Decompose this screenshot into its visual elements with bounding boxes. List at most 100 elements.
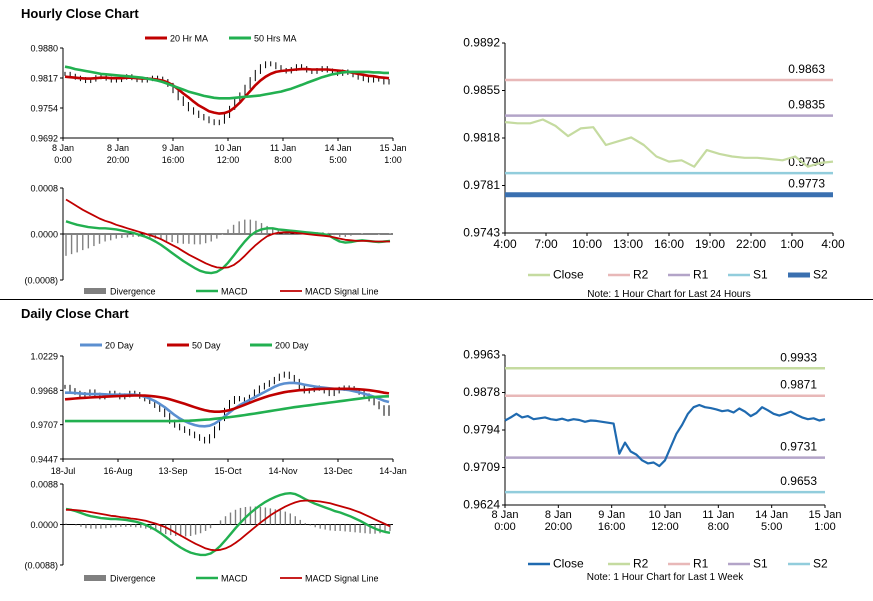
daily-levels-xtick-label: 20:00 (545, 521, 573, 533)
daily-price-legend-2-label: 200 Day (275, 341, 309, 351)
daily-levels-s1-label: 0.9731 (780, 440, 817, 454)
daily-levels-legend-r1-label: R1 (693, 557, 709, 571)
daily-levels-ytick-label: 0.9878 (463, 385, 500, 399)
section-divider (0, 299, 873, 300)
hourly-levels-legend-s1-label: S1 (753, 268, 768, 282)
hourly-price-20-hr-ma-line (64, 67, 390, 115)
hourly-price-xtick-label: 8 Jan (52, 143, 74, 153)
hourly-levels-xtick-label: 13:00 (613, 237, 643, 251)
hourly-macd-legend-divergence-swatch (84, 288, 106, 294)
daily-levels-ytick-label: 0.9624 (463, 498, 500, 512)
hourly-macd-ytick-label: 0.0000 (30, 230, 58, 240)
hourly-macd-ytick-label: 0.0008 (30, 184, 58, 194)
hourly-levels-close-line (504, 118, 834, 168)
hourly-levels-r1-label: 0.9835 (788, 98, 825, 112)
daily-price-200-day-line (65, 395, 390, 423)
hourly-macd-legend-divergence-label: Divergence (110, 287, 156, 297)
hourly-price-ytick-label: 0.9754 (30, 104, 58, 114)
hourly-levels-xtick-label: 7:00 (534, 237, 558, 251)
daily-price-xtick-label: 14-Nov (268, 466, 298, 476)
hourly-levels-s2-label: 0.9773 (788, 177, 825, 191)
daily-price-xtick-label: 13-Sep (158, 466, 187, 476)
daily-price-ytick-label: 0.9968 (30, 386, 58, 396)
hourly-levels-xtick-label: 16:00 (654, 237, 684, 251)
daily-macd-signal-line (66, 499, 391, 552)
daily-price-xtick-label: 18-Jul (51, 466, 76, 476)
daily-levels-legend-r2-label: R2 (633, 557, 649, 571)
daily-levels-xtick-label: 9 Jan (598, 509, 625, 521)
daily-section-title: Daily Close Chart (21, 306, 129, 321)
hourly-price-xtick-label: 5:00 (329, 155, 347, 165)
daily-levels-ytick-label: 0.9709 (463, 460, 500, 474)
daily-levels-xtick-label: 8:00 (708, 521, 729, 533)
daily-levels-xtick-label: 8 Jan (492, 509, 519, 521)
daily-levels-note: Note: 1 Hour Chart for Last 1 Week (587, 572, 745, 583)
daily-levels-xtick-label: 5:00 (761, 521, 782, 533)
hourly-levels-note: Note: 1 Hour Chart for Last 24 Hours (587, 289, 750, 300)
hourly-levels-xtick-label: 4:00 (493, 237, 517, 251)
daily-levels-ytick-label: 0.9963 (463, 348, 500, 362)
hourly-levels-ytick-label: 0.9892 (463, 36, 500, 50)
hourly-price-ytick-label: 0.9817 (30, 74, 58, 84)
daily-levels-close-line (504, 403, 826, 468)
hourly-price-xtick-label: 0:00 (54, 155, 72, 165)
hourly-levels-r2-label: 0.9863 (788, 62, 825, 76)
daily-levels-legend-s1-label: S1 (753, 557, 768, 571)
hourly-price-xtick-label: 16:00 (162, 155, 185, 165)
hourly-price-xtick-label: 8 Jan (107, 143, 129, 153)
hourly-price-xtick-label: 1:00 (384, 155, 402, 165)
daily-levels-xtick-label: 12:00 (651, 521, 679, 533)
daily-macd-legend-signal-label: MACD Signal Line (305, 574, 379, 584)
daily-levels-xtick-label: 1:00 (814, 521, 835, 533)
hourly-macd-legend-macd-label: MACD (221, 287, 248, 297)
daily-macd-legend-divergence-label: Divergence (110, 574, 156, 584)
daily-levels-xtick-label: 11 Jan (702, 509, 734, 521)
hourly-price-xtick-label: 9 Jan (162, 143, 184, 153)
daily-levels-xtick-label: 14 Jan (755, 509, 788, 521)
daily-levels-xtick-label: 16:00 (598, 521, 626, 533)
daily-levels-xtick-label: 15 Jan (808, 509, 841, 521)
hourly-levels-xtick-label: 1:00 (780, 237, 804, 251)
hourly-levels-legend-close-label: Close (553, 268, 584, 282)
hourly-levels-legend-s2-label: S2 (813, 268, 828, 282)
daily-price-ytick-label: 0.9707 (30, 420, 58, 430)
hourly-levels-xtick-label: 22:00 (736, 237, 766, 251)
daily-macd-macd-line (65, 492, 391, 557)
daily-macd-ytick-label: (0.0088) (24, 561, 58, 571)
daily-levels-r1-label: 0.9871 (780, 378, 817, 392)
daily-price-xtick-label: 15-Oct (214, 466, 242, 476)
daily-price-xtick-label: 14-Jan (379, 466, 407, 476)
hourly-levels-ytick-label: 0.9743 (463, 226, 500, 240)
hourly-price-ytick-label: 0.9692 (30, 134, 58, 144)
daily-levels-s2-label: 0.9653 (780, 474, 817, 488)
daily-levels-ytick-label: 0.9794 (463, 423, 500, 437)
daily-levels-xtick-label: 10 Jan (648, 509, 681, 521)
daily-price-xtick-label: 13-Dec (323, 466, 353, 476)
hourly-levels-xtick-label: 10:00 (572, 237, 602, 251)
hourly-levels-legend-r2-label: R2 (633, 268, 649, 282)
daily-price-ytick-label: 1.0229 (30, 352, 58, 362)
daily-macd-ytick-label: 0.0000 (30, 520, 58, 530)
daily-macd-legend-divergence-swatch (84, 575, 106, 581)
hourly-price-xtick-label: 10 Jan (214, 143, 241, 153)
hourly-price-xtick-label: 15 Jan (379, 143, 406, 153)
hourly-price-legend-0-label: 20 Hr MA (170, 34, 208, 44)
hourly-price-xtick-label: 8:00 (274, 155, 292, 165)
daily-price-50-day-line (64, 387, 390, 414)
hourly-levels-xtick-label: 4:00 (821, 237, 845, 251)
daily-levels-xtick-label: 8 Jan (545, 509, 572, 521)
hourly-macd-signal-line (65, 198, 390, 269)
hourly-price-ytick-label: 0.9880 (30, 44, 58, 54)
hourly-price-legend-1-label: 50 Hrs MA (254, 34, 297, 44)
daily-price-legend-1-label: 50 Day (192, 341, 221, 351)
hourly-macd-legend-signal-label: MACD Signal Line (305, 287, 379, 297)
daily-levels-xtick-label: 0:00 (494, 521, 515, 533)
hourly-levels-ytick-label: 0.9855 (463, 83, 500, 97)
daily-levels-r2-label: 0.9933 (780, 350, 817, 364)
hourly-price-xtick-label: 20:00 (107, 155, 130, 165)
